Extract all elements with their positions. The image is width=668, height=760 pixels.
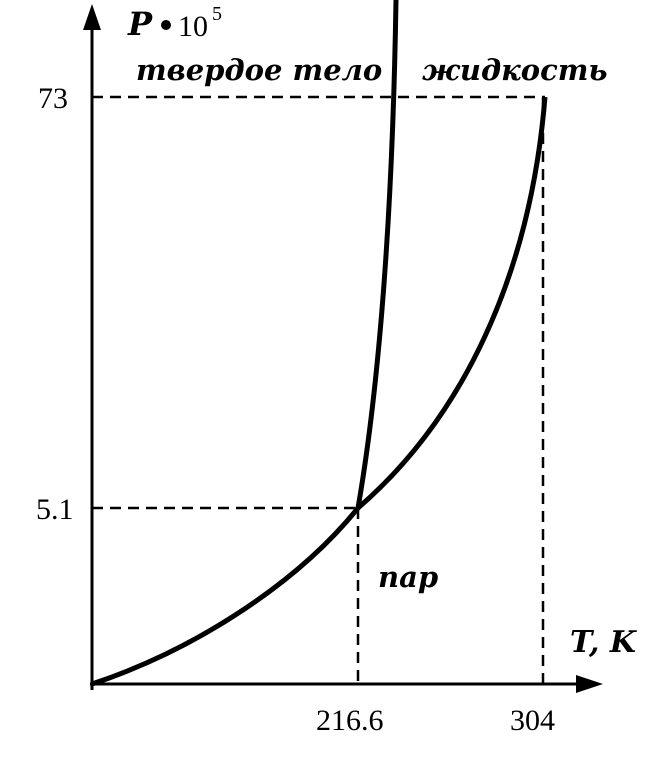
x-axis-arrowhead xyxy=(576,675,603,693)
y-axis-arrowhead xyxy=(83,4,101,30)
y-axis-multiplier-exponent: 5 xyxy=(212,3,222,25)
multiply-dot xyxy=(161,20,171,30)
y-axis-multiplier-base: 10 xyxy=(178,10,208,43)
tick-critical-pressure: 73 xyxy=(38,82,68,115)
vapor-region-label: пар xyxy=(378,560,438,594)
tick-triple-pressure: 5.1 xyxy=(36,493,74,526)
solid-region-label: твердое тело xyxy=(136,53,382,87)
liquid-region-label: жидкость xyxy=(422,53,608,87)
melting-curve xyxy=(355,0,399,509)
vaporization-curve xyxy=(356,96,548,510)
sublimation-curve xyxy=(91,506,360,687)
y-axis-symbol: P xyxy=(127,5,153,43)
tick-critical-temperature: 304 xyxy=(510,704,555,737)
tick-triple-temperature: 216.6 xyxy=(316,704,384,737)
x-axis-label: T, K xyxy=(570,625,638,660)
